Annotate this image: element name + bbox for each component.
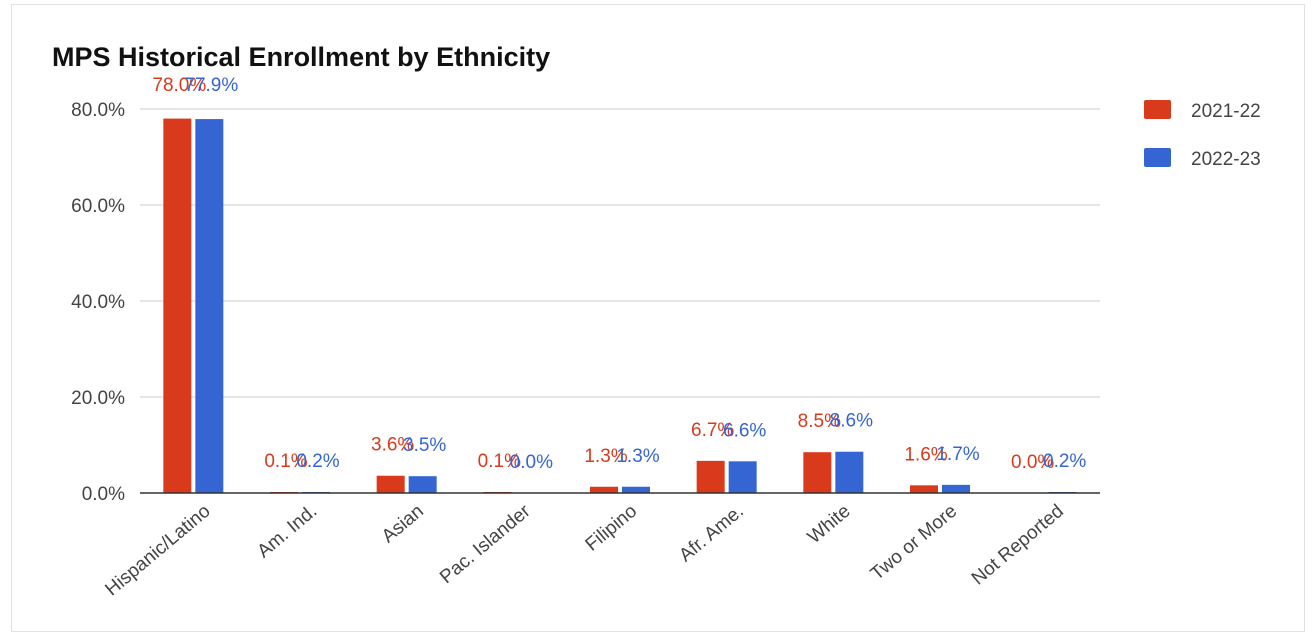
bar-2021-22: [163, 118, 192, 493]
legend-swatch: [1144, 148, 1171, 167]
data-label: 0.0%: [510, 452, 553, 473]
data-label: 6.6%: [723, 420, 766, 441]
x-axis-category-labels: Hispanic/Latino Am. Ind. Asian Pac. Islande…: [102, 500, 1068, 600]
category-label: White: [804, 501, 855, 548]
bar-2022-23: [195, 119, 224, 493]
y-tick-label: 60.0%: [71, 196, 125, 217]
bar-2022-23: [622, 486, 650, 493]
data-label: 1.6%: [904, 444, 947, 465]
data-label: 0.2%: [1043, 451, 1086, 472]
data-label: 78.0%: [152, 75, 206, 96]
data-label: 0.0%: [1011, 452, 1054, 473]
data-label: 77.9%: [184, 75, 238, 96]
bar-2021-22: [910, 485, 938, 493]
bar-2022-23: [835, 451, 864, 493]
data-labels: 78.0%77.9%0.1%0.2%3.6%3.5%0.1%0.0% 1.3%1.…: [152, 75, 1086, 473]
data-label: 8.5%: [798, 411, 841, 432]
data-label: 0.1%: [478, 451, 521, 472]
bar-2021-22: [696, 460, 725, 493]
y-tick-label: 40.0%: [71, 292, 125, 313]
gridlines: [140, 108, 1100, 398]
data-label: 1.3%: [616, 446, 659, 467]
data-label: 0.1%: [264, 451, 307, 472]
bar-2022-23: [728, 461, 757, 493]
data-label: 0.2%: [296, 451, 339, 472]
data-label: 1.7%: [936, 444, 979, 465]
legend-label: 2022-23: [1191, 149, 1261, 170]
y-tick-label: 80.0%: [71, 100, 125, 121]
bar-2022-23: [942, 484, 970, 493]
category-label: Filipino: [582, 501, 642, 556]
y-tick-label: 20.0%: [71, 388, 125, 409]
bar-2022-23: [408, 476, 437, 493]
data-label: 3.6%: [371, 435, 414, 456]
category-label: Two or More: [867, 501, 961, 585]
category-label: Hispanic/Latino: [102, 501, 215, 601]
y-tick-label: 0.0%: [82, 484, 125, 505]
legend-label: 2021-22: [1191, 101, 1261, 122]
bar-2021-22: [590, 486, 618, 493]
legend-swatch: [1144, 100, 1171, 119]
category-label: Pac. Islander: [436, 500, 535, 588]
data-label: 3.5%: [403, 435, 446, 456]
category-label: Am. Ind.: [254, 501, 322, 563]
data-label: 1.3%: [584, 446, 627, 467]
data-label: 8.6%: [830, 411, 873, 432]
legend: 2021-22 2022-23: [1144, 100, 1261, 170]
category-label: Not Reported: [968, 501, 1068, 590]
category-label: Afr. Ame.: [675, 501, 748, 567]
bar-2021-22: [803, 452, 832, 493]
y-axis-ticks: 0.0% 20.0% 40.0% 60.0% 80.0%: [71, 100, 125, 505]
bar-2021-22: [376, 475, 405, 493]
chart-title: MPS Historical Enrollment by Ethnicity: [52, 42, 550, 72]
category-label: Asian: [378, 501, 428, 548]
bars: [163, 118, 1077, 493]
data-label: 6.7%: [691, 420, 734, 441]
